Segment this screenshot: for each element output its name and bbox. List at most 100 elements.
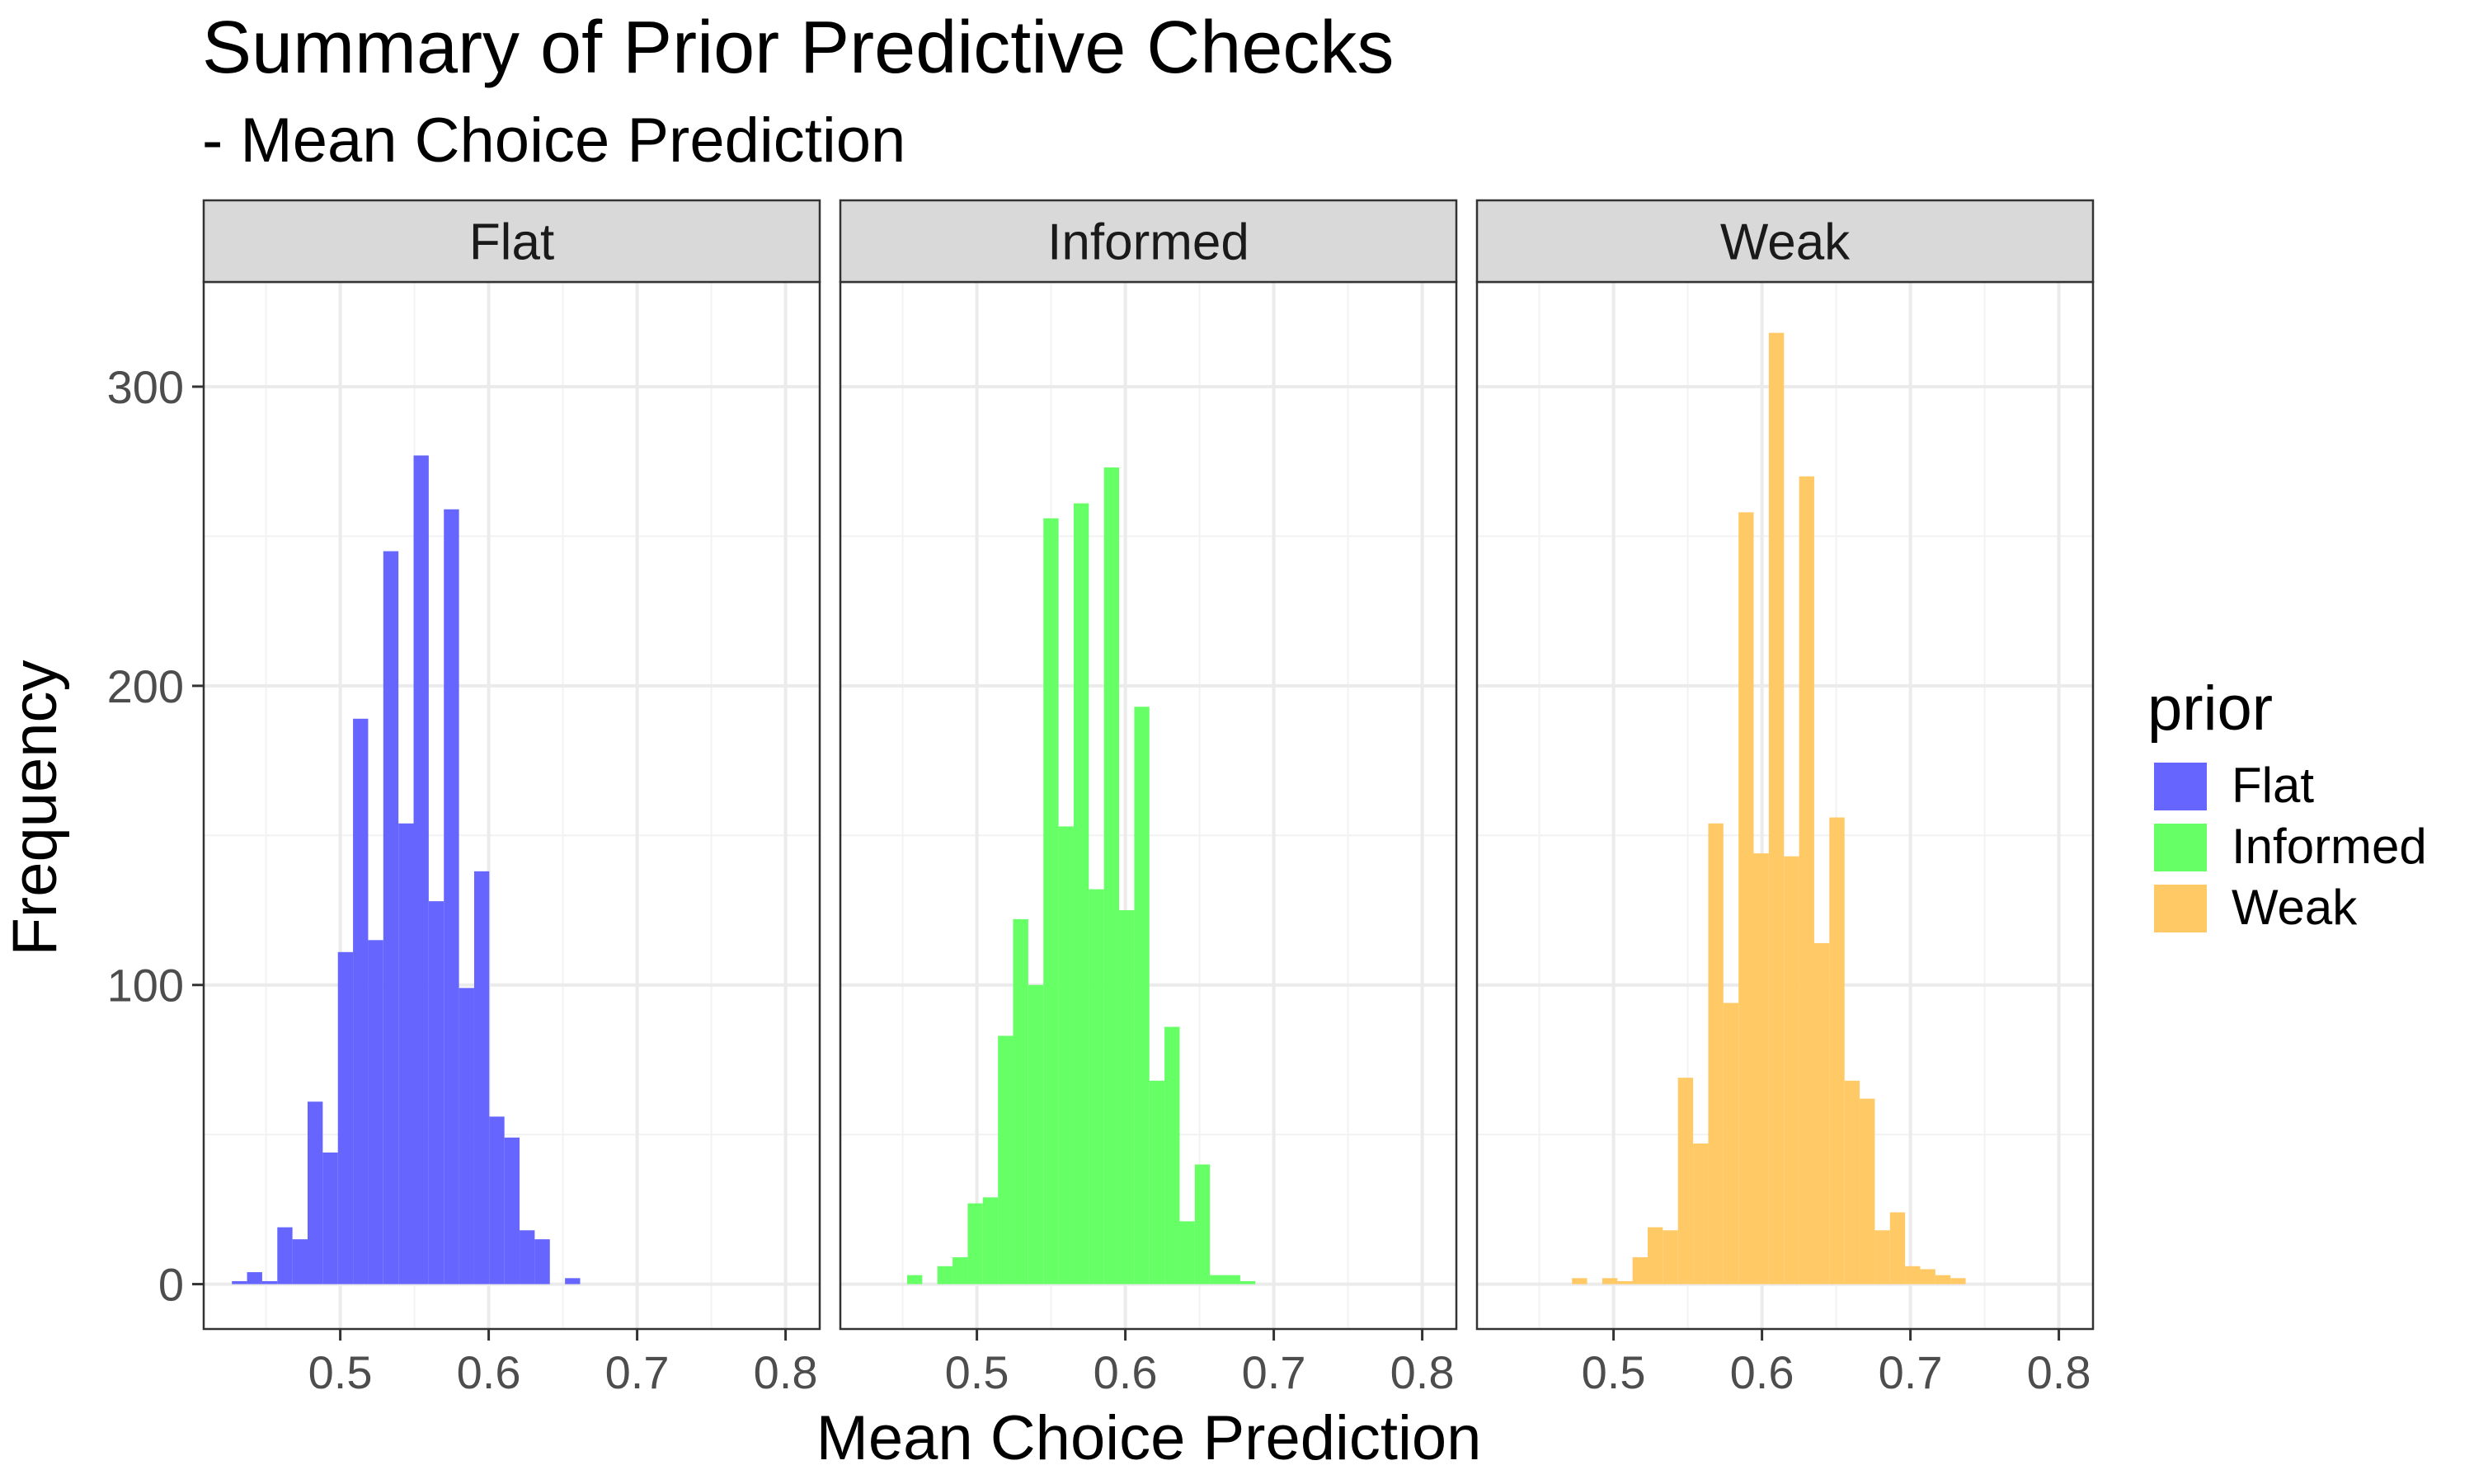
histogram-bar <box>1905 1266 1921 1284</box>
histogram-bar <box>952 1256 968 1284</box>
histogram-bar <box>1708 823 1724 1284</box>
y-axis: 0 100 200 300 <box>107 361 204 1311</box>
histogram-bar <box>1677 1078 1694 1284</box>
histogram-bar <box>232 1280 247 1284</box>
histogram-bar <box>1103 467 1120 1284</box>
histogram-bar <box>383 551 399 1284</box>
histogram-bar <box>398 823 414 1284</box>
legend-key-flat <box>2154 763 2207 810</box>
histogram-bar <box>982 1197 999 1284</box>
y-tick-label: 200 <box>107 660 184 712</box>
histogram-bar <box>473 871 490 1284</box>
histogram-bar <box>1134 707 1150 1284</box>
histogram-bar <box>428 901 444 1284</box>
facet-strip <box>202 199 821 284</box>
histogram-bar <box>998 1036 1014 1284</box>
chart-title: Summary of Prior Predictive Checks <box>202 7 1394 89</box>
histogram-bar <box>1149 1080 1165 1284</box>
histogram-bar <box>1089 889 1104 1284</box>
histogram-bar <box>337 951 354 1284</box>
x-tick-label: 0.6 <box>457 1346 521 1398</box>
x-tick-label: 0.6 <box>1730 1346 1794 1398</box>
histogram-bar <box>1753 853 1769 1284</box>
histogram-bar <box>1813 942 1830 1284</box>
histogram-bar <box>504 1137 520 1284</box>
histogram-bar <box>1164 1026 1180 1284</box>
histogram-bar <box>489 1116 505 1284</box>
histogram-bar <box>1889 1212 1906 1284</box>
histogram-bar <box>967 1203 983 1284</box>
histogram-bar <box>937 1266 953 1284</box>
histogram-bar <box>1844 1080 1860 1284</box>
histogram-bar <box>1860 1098 1875 1284</box>
histogram-bar <box>1602 1278 1618 1284</box>
histogram-bar <box>1194 1164 1211 1284</box>
histogram-bar <box>1225 1275 1240 1284</box>
histogram-bar <box>1648 1227 1663 1284</box>
facet-strip-label: Informed <box>1047 214 1249 271</box>
histogram-bar <box>353 718 369 1284</box>
histogram-bar <box>292 1239 308 1284</box>
x-tick-label: 0.7 <box>605 1346 670 1398</box>
histogram-bar <box>1784 856 1799 1284</box>
histogram-bar <box>1799 476 1814 1284</box>
histogram-bar <box>1874 1230 1890 1284</box>
x-tick-label: 0.8 <box>1390 1346 1455 1398</box>
histogram-bar <box>907 1275 923 1284</box>
panel-weak: Weak 0.5 0.6 0.7 0.8 <box>1475 199 2095 1398</box>
legend-label-flat: Flat <box>2232 758 2314 813</box>
histogram-bar <box>1013 918 1028 1284</box>
histogram-bar <box>1572 1278 1587 1284</box>
facet-strip-label: Flat <box>469 214 554 271</box>
x-tick-label: 0.5 <box>945 1346 1009 1398</box>
x-tick-label: 0.7 <box>1242 1346 1306 1398</box>
facet-strip-label: Weak <box>1720 214 1851 271</box>
histogram-bar <box>444 509 459 1284</box>
histogram-bar <box>1073 503 1089 1284</box>
histogram-bar <box>368 940 383 1284</box>
histogram-bar <box>565 1278 581 1284</box>
histogram-bar <box>534 1239 550 1284</box>
histogram-bar <box>1663 1230 1678 1284</box>
legend-label-weak: Weak <box>2232 880 2358 935</box>
histogram-bar <box>1768 332 1785 1284</box>
x-tick-label: 0.8 <box>754 1346 818 1398</box>
x-tick-label: 0.6 <box>1094 1346 1158 1398</box>
x-tick-label: 0.8 <box>2027 1346 2091 1398</box>
x-axis-label: Mean Choice Prediction <box>816 1403 1482 1473</box>
histogram-bar <box>1950 1278 1966 1284</box>
histogram-bar <box>1043 518 1059 1284</box>
histogram-bar <box>308 1101 323 1284</box>
histogram-bar <box>1617 1280 1633 1284</box>
histogram-bar <box>1738 512 1754 1284</box>
y-tick-label: 0 <box>158 1259 184 1311</box>
histogram-bar <box>1935 1275 1951 1284</box>
histogram-bar <box>1693 1144 1709 1284</box>
legend-label-informed: Informed <box>2232 819 2427 874</box>
histogram-bar <box>1920 1269 1935 1284</box>
y-tick-label: 100 <box>107 960 184 1012</box>
panel-informed: Informed 0.5 0.6 0.7 0.8 <box>839 199 1458 1398</box>
x-tick-label: 0.7 <box>1879 1346 1943 1398</box>
histogram-bar <box>1210 1275 1225 1284</box>
facet-strip <box>1475 199 2095 284</box>
histogram-bar <box>1058 826 1074 1284</box>
histogram-bar <box>413 455 429 1284</box>
histogram-bar <box>322 1152 338 1284</box>
legend-key-weak <box>2154 885 2207 932</box>
histogram-bar <box>1723 1003 1739 1284</box>
x-tick-label: 0.5 <box>1582 1346 1646 1398</box>
panel-flat: Flat 0.5 0.6 0.7 0.8 <box>202 199 821 1398</box>
x-tick-label: 0.5 <box>308 1346 373 1398</box>
legend-title: prior <box>2147 674 2273 744</box>
histogram-bar <box>1179 1221 1195 1284</box>
histogram-bar <box>1829 817 1845 1284</box>
facet-strip <box>839 199 1458 284</box>
legend-key-informed <box>2154 824 2207 871</box>
histogram-bar <box>1119 910 1135 1284</box>
y-tick-label: 300 <box>107 361 184 413</box>
histogram-bar <box>1239 1280 1256 1284</box>
histogram-bar <box>1028 984 1044 1284</box>
